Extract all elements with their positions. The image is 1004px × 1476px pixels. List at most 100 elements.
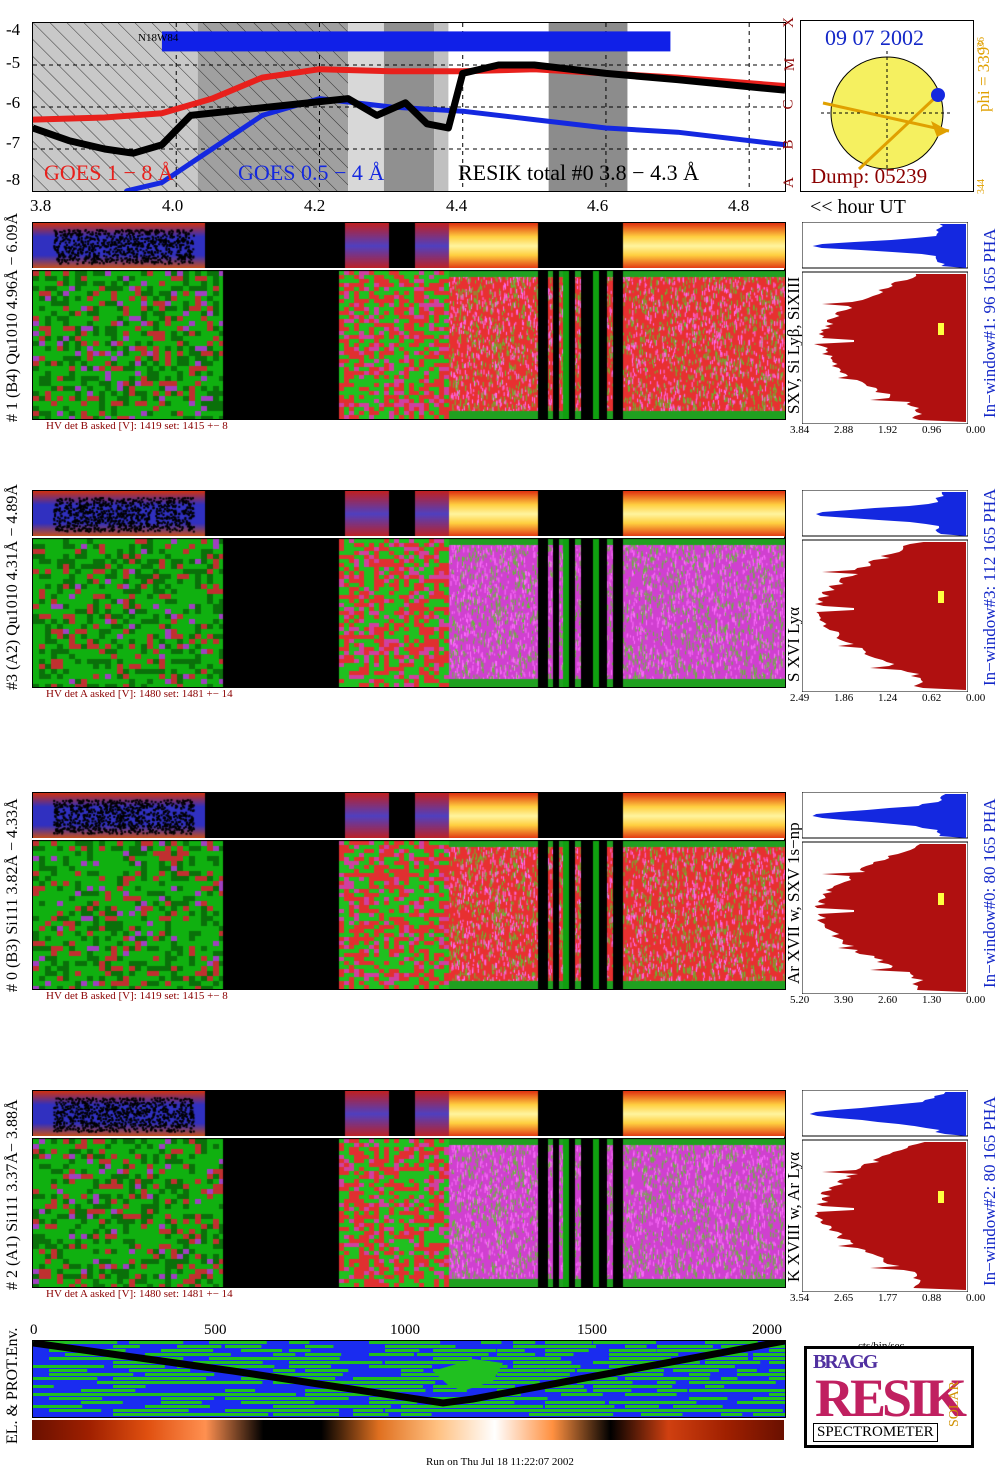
resik-total-point xyxy=(675,77,680,82)
goes-class-letters: X M C B A xyxy=(780,14,800,194)
class-letter: C xyxy=(780,99,797,110)
channel-range-label: #3 (A2) Qu1010 4.31Å − 4.89Å xyxy=(4,484,21,690)
resik-total-point xyxy=(159,142,164,147)
resik-total-point xyxy=(603,71,608,76)
orbit-track xyxy=(33,1341,785,1407)
goes-x-tick: 4.4 xyxy=(446,196,468,215)
goes-short-point xyxy=(159,180,164,185)
spectrogram-panel-ch3 xyxy=(32,490,786,688)
spectrogram-panel-ch2 xyxy=(32,1090,786,1288)
goes-x-tick: 3.8 xyxy=(30,196,52,215)
pha-plot xyxy=(801,489,969,693)
hv-label: HV det A asked [V]: 1480 set: 1481 +− 14 xyxy=(46,1288,233,1300)
class-letter: X xyxy=(780,17,797,28)
pha-tick: 1.30 xyxy=(922,994,942,1006)
pha-tick: 2.65 xyxy=(834,1292,854,1304)
resik-total-point xyxy=(403,100,408,105)
bottom-x-tick: 1000 xyxy=(390,1322,420,1338)
hv-label: HV det A asked [V]: 1480 set: 1481 +− 14 xyxy=(46,688,233,700)
pha-plot xyxy=(801,1089,969,1293)
pha-tick: 1.86 xyxy=(834,692,854,704)
resik-total-point xyxy=(131,151,136,156)
channel-range-label: # 2 (A1) Si111 3.37Å− 3.88Å xyxy=(4,1099,21,1291)
dump-label: Dump: 05239 xyxy=(811,164,928,188)
spectrogram-image xyxy=(33,491,785,687)
phi-sub: 344 xyxy=(976,179,987,194)
goes-y-ticks: -4 -5 -6 -7 -8 xyxy=(0,20,30,192)
pha-tick: 2.60 xyxy=(878,994,898,1006)
class-letter: B xyxy=(780,139,797,150)
pha-histogram-ch2 xyxy=(801,1089,969,1293)
goes-x-tick: 4.6 xyxy=(587,196,609,215)
summary-strip-divider xyxy=(32,268,784,270)
pha-ticks: 2.49 1.86 1.24 0.62 0.00 xyxy=(790,692,985,706)
legend-resik: RESIK total #0 3.8 − 4.3 Å xyxy=(458,160,699,185)
in-window-label: In−window#2: 80 165 PHA xyxy=(980,1096,999,1286)
goes-lightcurve-plot xyxy=(33,23,785,191)
pha-tick: 1.24 xyxy=(878,692,898,704)
logo-spectrometer: SPECTROMETER xyxy=(813,1423,938,1442)
goes-short-point xyxy=(675,130,680,135)
legend-goes-long: GOES 1 − 8 Å xyxy=(44,160,174,185)
summary-strip-divider xyxy=(32,536,784,538)
resik-total-point xyxy=(346,96,351,101)
goes-long-point xyxy=(33,117,35,122)
goes-short-point xyxy=(210,147,215,151)
spectral-lines-label: SXV, Si Lyβ, SiXIII xyxy=(784,276,803,414)
channel-range-label: # 1 (B4) Qu1010 4.96Å − 6.09Å xyxy=(4,212,21,422)
pha-tick: 3.54 xyxy=(790,1292,810,1304)
env-label: EL. & PROT.Env. xyxy=(4,1327,21,1444)
goes-y-tick: -5 xyxy=(6,53,21,72)
continent-shape xyxy=(433,1359,503,1391)
summary-strip-divider xyxy=(32,838,784,840)
class-letter: M xyxy=(782,57,799,72)
spectral-lines-label: Ar XVII w, SXV 1s−np xyxy=(784,822,803,984)
spectrogram-panel-ch1 xyxy=(32,222,786,420)
goes-y-tick: -8 xyxy=(6,170,21,189)
logo-resik: RESIK xyxy=(815,1368,967,1428)
resik-total-point xyxy=(66,138,71,143)
bottom-x-tick: 500 xyxy=(204,1322,227,1338)
goes-short-point xyxy=(783,142,785,147)
hour-ut-label: << hour UT xyxy=(810,196,906,218)
pha-ticks: 3.84 2.88 1.92 0.96 0.00 xyxy=(790,424,985,438)
hv-label: HV det B asked [V]: 1419 set: 1415 +− 8 xyxy=(46,420,228,432)
goes-long-point xyxy=(210,96,215,101)
goes-long-point xyxy=(317,67,322,72)
spectral-lines-label: S XVI Lyα xyxy=(784,606,803,682)
class-letter: A xyxy=(780,177,797,188)
goes-y-tick: -7 xyxy=(6,133,21,152)
goes-y-tick: -6 xyxy=(6,93,21,112)
pha-tick: 0.96 xyxy=(922,424,942,436)
sun-date: 09 07 2002 xyxy=(825,25,924,50)
pha-tick: 2.88 xyxy=(834,424,854,436)
spectrogram-image xyxy=(33,1091,785,1287)
pha-tick: 1.92 xyxy=(878,424,898,436)
resik-total-point xyxy=(33,126,35,130)
sun-disk-diagram xyxy=(821,51,953,171)
resik-total-point xyxy=(783,88,785,93)
resik-total-point xyxy=(424,121,429,126)
pha-tick: 1.77 xyxy=(878,1292,898,1304)
goes-short-point xyxy=(532,117,537,122)
goes-long-point xyxy=(260,75,265,80)
goes-long-point xyxy=(389,69,394,74)
goes-long-point xyxy=(102,115,107,120)
pha-plot xyxy=(801,791,969,995)
spectrogram-image xyxy=(33,793,785,989)
goes-x-ticks: 3.8 4.0 4.2 4.4 4.6 4.8 xyxy=(0,196,800,218)
spectral-lines-label: K XVIII w, Ar Lyα xyxy=(784,1151,803,1282)
goes-x-tick: 4.2 xyxy=(304,196,326,215)
pha-tick: 0.00 xyxy=(966,692,986,704)
resik-logo: BRAGG RESIK SOLAR SPECTROMETER xyxy=(804,1346,974,1448)
pha-tick: 0.62 xyxy=(922,692,942,704)
orbit-map xyxy=(33,1341,785,1416)
legend-goes-short: GOES 0.5 − 4 Å xyxy=(238,160,385,185)
pha-plot xyxy=(801,221,969,425)
pha-histogram-ch3 xyxy=(801,489,969,693)
summary-strip-divider xyxy=(32,1136,784,1138)
pha-tick: 0.00 xyxy=(966,1292,986,1304)
environment-map-panel xyxy=(32,1340,786,1418)
logo-solar: SOLAR xyxy=(947,1381,962,1427)
